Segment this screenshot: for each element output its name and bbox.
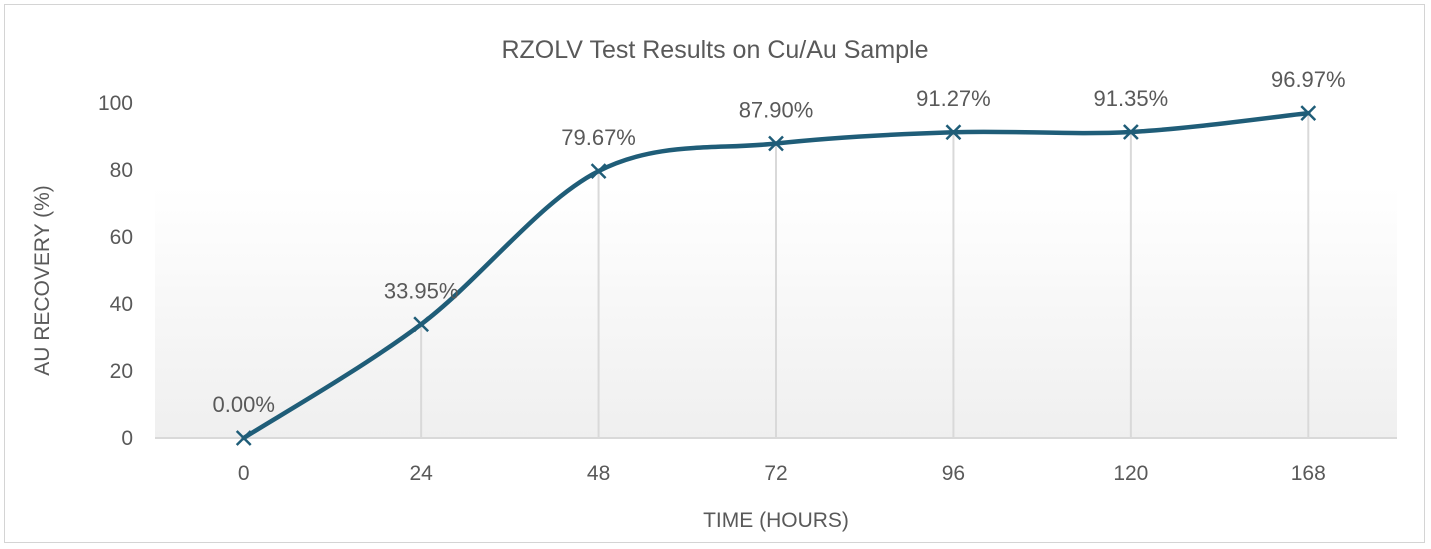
data-labels: 0.00% 33.95% 79.67% 87.90% 91.27% 91.35% 96.97… <box>213 67 1346 417</box>
y-tick-label: 40 <box>110 293 133 316</box>
data-point-marker <box>413 316 430 333</box>
y-tick-label: 0 <box>121 427 133 450</box>
data-label: 87.90% <box>739 98 814 123</box>
data-point-marker <box>768 135 784 152</box>
x-tick-label: 96 <box>942 462 965 485</box>
y-tick-label: 100 <box>98 92 133 115</box>
drop-lines <box>420 113 1310 438</box>
y-axis-ticks: 0 20 40 60 80 100 <box>98 92 133 450</box>
y-axis-label: AU RECOVERY (%) <box>31 185 54 376</box>
data-label: 79.67% <box>561 125 636 150</box>
x-tick-label: 168 <box>1291 462 1326 485</box>
data-point-marker <box>590 163 607 179</box>
data-label: 96.97% <box>1271 67 1346 92</box>
chart-frame: 0 20 40 60 80 100 0 24 48 72 96 120 168 0.00% 33.95%… <box>4 4 1425 543</box>
data-label: 91.35% <box>1094 86 1169 111</box>
x-tick-label: 0 <box>238 462 250 485</box>
x-tick-label: 72 <box>764 462 787 485</box>
data-point-marker <box>1300 105 1317 122</box>
data-label: 91.27% <box>916 86 991 111</box>
data-label: 33.95% <box>384 278 459 303</box>
y-tick-label: 20 <box>110 360 133 383</box>
chart-title: RZOLV Test Results on Cu/Au Sample <box>501 36 928 64</box>
x-axis-ticks: 0 24 48 72 96 120 168 <box>238 462 1326 485</box>
data-label: 0.00% <box>213 392 275 417</box>
line-chart: 0 20 40 60 80 100 0 24 48 72 96 120 168 0.00% 33.95%… <box>31 36 1397 532</box>
series-markers <box>235 105 1317 446</box>
x-tick-label: 24 <box>409 462 433 485</box>
y-tick-label: 60 <box>110 226 133 249</box>
y-tick-label: 80 <box>110 159 133 182</box>
x-axis-label: TIME (HOURS) <box>703 509 849 532</box>
data-point-marker <box>1122 124 1139 140</box>
data-point-marker <box>945 124 962 141</box>
x-tick-label: 48 <box>587 462 610 485</box>
data-point-marker <box>235 430 252 446</box>
x-tick-label: 120 <box>1113 462 1148 485</box>
